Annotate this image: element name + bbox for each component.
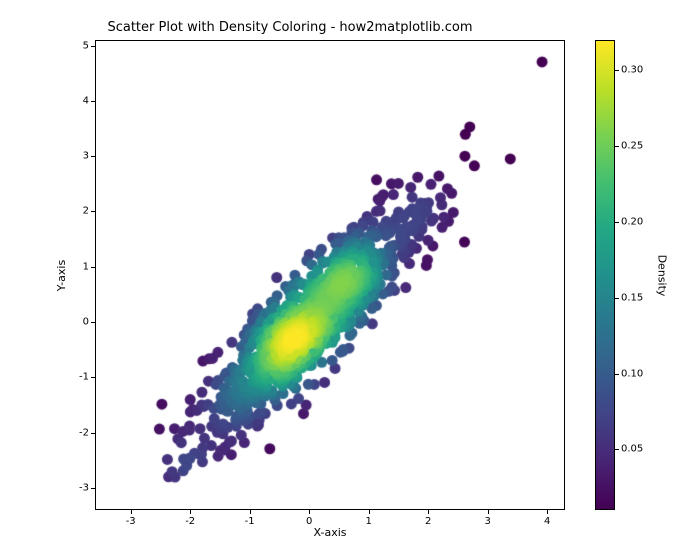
- x-tick-label: 0: [306, 516, 312, 527]
- colorbar-tick-label: 0.05: [621, 444, 643, 455]
- y-axis-label: Y-axis: [55, 40, 69, 510]
- y-tick-label: -2: [69, 427, 89, 438]
- figure: Scatter Plot with Density Coloring - how…: [0, 0, 700, 560]
- x-tick-label: 1: [365, 516, 371, 527]
- y-tick-label: -1: [69, 372, 89, 383]
- plot-area: [95, 40, 565, 510]
- colorbar-label: Density: [655, 40, 669, 510]
- y-tick-label: 5: [69, 40, 89, 51]
- y-tick-label: 2: [69, 206, 89, 217]
- y-tick-label: 0: [69, 317, 89, 328]
- x-tick-label: 3: [484, 516, 490, 527]
- colorbar-tick-label: 0.30: [621, 65, 643, 76]
- x-tick-label: -3: [126, 516, 136, 527]
- colorbar-tick-label: 0.25: [621, 141, 643, 152]
- x-tick-label: -1: [245, 516, 255, 527]
- colorbar-tick-label: 0.10: [621, 368, 643, 379]
- x-tick-label: -2: [185, 516, 195, 527]
- y-tick-label: 4: [69, 95, 89, 106]
- x-tick-label: 2: [425, 516, 431, 527]
- colorbar: [595, 40, 615, 510]
- colorbar-canvas: [596, 41, 614, 509]
- chart-title: Scatter Plot with Density Coloring - how…: [0, 20, 580, 35]
- colorbar-tick-label: 0.20: [621, 216, 643, 227]
- scatter-canvas: [96, 41, 564, 509]
- x-axis-label: X-axis: [95, 526, 565, 539]
- x-tick-label: 4: [544, 516, 550, 527]
- y-tick-label: 3: [69, 151, 89, 162]
- y-tick-label: -3: [69, 482, 89, 493]
- colorbar-tick-label: 0.15: [621, 292, 643, 303]
- y-tick-label: 1: [69, 261, 89, 272]
